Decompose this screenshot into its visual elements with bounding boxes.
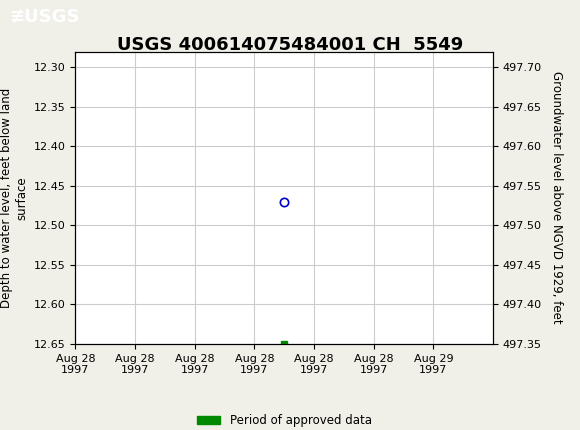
- Y-axis label: Groundwater level above NGVD 1929, feet: Groundwater level above NGVD 1929, feet: [550, 71, 563, 324]
- Legend: Period of approved data: Period of approved data: [192, 409, 376, 430]
- Text: USGS 400614075484001 CH  5549: USGS 400614075484001 CH 5549: [117, 36, 463, 54]
- Y-axis label: Depth to water level, feet below land
surface: Depth to water level, feet below land su…: [0, 88, 28, 308]
- Text: ≢USGS: ≢USGS: [9, 7, 79, 25]
